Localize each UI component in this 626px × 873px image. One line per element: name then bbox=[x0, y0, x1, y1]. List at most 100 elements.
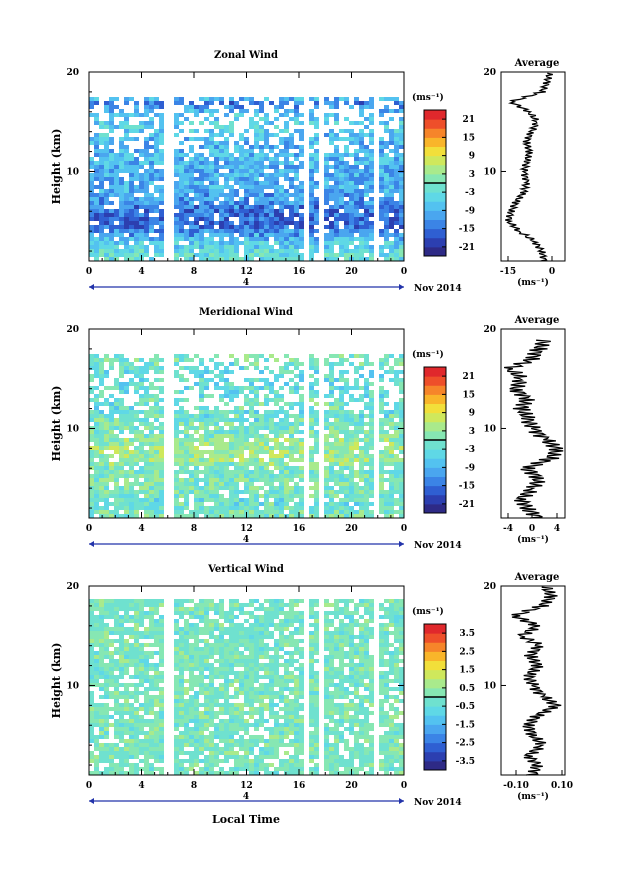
heatmap-cell bbox=[109, 747, 114, 751]
heatmap-cell bbox=[174, 133, 179, 137]
heatmap-cell bbox=[254, 462, 259, 466]
heatmap-cell bbox=[174, 767, 179, 771]
heatmap-cell bbox=[124, 486, 129, 490]
heatmap-cell bbox=[104, 727, 109, 731]
heatmap-cell bbox=[334, 221, 339, 225]
heatmap-cell bbox=[109, 221, 114, 225]
heatmap-cell bbox=[209, 627, 214, 631]
heatmap-cell bbox=[299, 257, 304, 261]
heatmap-cell bbox=[154, 498, 159, 502]
heatmap-cell bbox=[204, 241, 209, 245]
heatmap-cell bbox=[159, 141, 164, 145]
heatmap-cell bbox=[179, 466, 184, 470]
heatmap-cell bbox=[249, 382, 254, 386]
heatmap-cell bbox=[219, 683, 224, 687]
heatmap-cell bbox=[269, 414, 274, 418]
heatmap-cell bbox=[149, 739, 154, 743]
heatmap-cell bbox=[224, 755, 229, 759]
heatmap-cell bbox=[234, 490, 239, 494]
heatmap-cell bbox=[204, 474, 209, 478]
heatmap-cell bbox=[289, 510, 294, 514]
heatmap-cell bbox=[334, 458, 339, 462]
heatmap-cell bbox=[134, 687, 139, 691]
heatmap-cell bbox=[209, 747, 214, 751]
avg-y-tick-label: 10 bbox=[483, 424, 496, 434]
heatmap-cell bbox=[359, 474, 364, 478]
heatmap-cell bbox=[184, 169, 189, 173]
heatmap-cell bbox=[314, 217, 319, 221]
heatmap-cell bbox=[89, 161, 94, 165]
heatmap-cell bbox=[129, 161, 134, 165]
heatmap-cell bbox=[259, 173, 264, 177]
heatmap-cell bbox=[229, 651, 234, 655]
heatmap-cell bbox=[299, 470, 304, 474]
heatmap-cell bbox=[309, 177, 314, 181]
heatmap-cell bbox=[214, 189, 219, 193]
heatmap-cell bbox=[119, 414, 124, 418]
heatmap-cell bbox=[359, 237, 364, 241]
heatmap-cell bbox=[149, 410, 154, 414]
heatmap-cell bbox=[384, 394, 389, 398]
heatmap-cell bbox=[209, 101, 214, 105]
heatmap-cell bbox=[209, 703, 214, 707]
heatmap-cell bbox=[124, 446, 129, 450]
heatmap-cell bbox=[274, 213, 279, 217]
heatmap-cell bbox=[174, 438, 179, 442]
heatmap-cell bbox=[394, 406, 399, 410]
heatmap-cell bbox=[344, 153, 349, 157]
heatmap-cell bbox=[114, 651, 119, 655]
heatmap-cell bbox=[264, 193, 269, 197]
heatmap-cell bbox=[179, 739, 184, 743]
heatmap-cell bbox=[179, 197, 184, 201]
heatmap-cell bbox=[134, 257, 139, 261]
heatmap-cell bbox=[184, 486, 189, 490]
heatmap-cell bbox=[204, 663, 209, 667]
heatmap-cell bbox=[334, 217, 339, 221]
heatmap-cell bbox=[89, 679, 94, 683]
heatmap-cell bbox=[294, 229, 299, 233]
heatmap-cell bbox=[354, 502, 359, 506]
heatmap-cell bbox=[349, 434, 354, 438]
heatmap-cell bbox=[384, 506, 389, 510]
heatmap-cell bbox=[234, 498, 239, 502]
heatmap-cell bbox=[204, 101, 209, 105]
heatmap-cell bbox=[349, 462, 354, 466]
heatmap-cell bbox=[209, 715, 214, 719]
heatmap-cell bbox=[184, 410, 189, 414]
heatmap-cell bbox=[239, 607, 244, 611]
heatmap-cell bbox=[349, 430, 354, 434]
heatmap-cell bbox=[309, 462, 314, 466]
heatmap-cell bbox=[199, 727, 204, 731]
colorbar-segment bbox=[424, 201, 446, 211]
heatmap-cell bbox=[184, 727, 189, 731]
heatmap-cell bbox=[259, 462, 264, 466]
heatmap-cell bbox=[284, 418, 289, 422]
heatmap-cell bbox=[299, 121, 304, 125]
heatmap-cell bbox=[264, 498, 269, 502]
heatmap-cell bbox=[89, 711, 94, 715]
heatmap-cell bbox=[179, 185, 184, 189]
heatmap-cell bbox=[114, 667, 119, 671]
heatmap-cell bbox=[269, 245, 274, 249]
heatmap-cell bbox=[329, 394, 334, 398]
heatmap-cell bbox=[334, 510, 339, 514]
heatmap-cell bbox=[254, 161, 259, 165]
heatmap-cell bbox=[274, 390, 279, 394]
heatmap-cell bbox=[119, 426, 124, 430]
heatmap-cell bbox=[329, 474, 334, 478]
heatmap-cell bbox=[139, 418, 144, 422]
heatmap-cell bbox=[149, 109, 154, 113]
heatmap-cell bbox=[124, 362, 129, 366]
heatmap-cell bbox=[364, 161, 369, 165]
heatmap-cell bbox=[109, 386, 114, 390]
heatmap-cell bbox=[189, 253, 194, 257]
heatmap-cell bbox=[179, 249, 184, 253]
heatmap-cell bbox=[134, 185, 139, 189]
heatmap-cell bbox=[264, 129, 269, 133]
heatmap-cell bbox=[229, 101, 234, 105]
heatmap-cell bbox=[359, 458, 364, 462]
heatmap-cell bbox=[214, 117, 219, 121]
heatmap-cell bbox=[184, 751, 189, 755]
heatmap-cell bbox=[144, 249, 149, 253]
heatmap-cell bbox=[274, 462, 279, 466]
